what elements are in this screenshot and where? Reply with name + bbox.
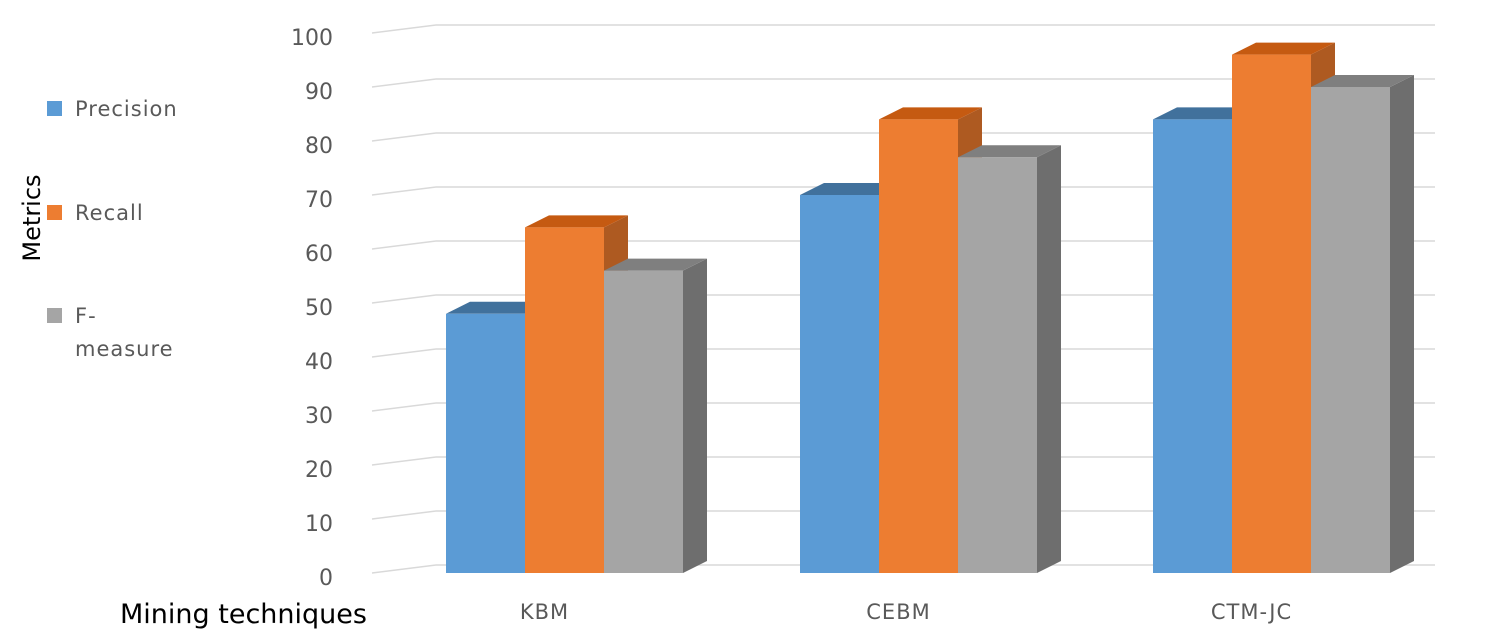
x-axis-title: Mining techniques (120, 599, 367, 630)
y-tick-label: 20 (305, 458, 333, 483)
gridline (371, 402, 1435, 412)
y-tick-label: 60 (305, 242, 333, 267)
bar-front (800, 195, 879, 573)
y-tick-label: 90 (305, 80, 333, 105)
gridline (371, 240, 1435, 250)
y-tick-label: 40 (305, 350, 333, 375)
legend: Precision Recall F-measure (47, 97, 178, 361)
y-axis-title: Metrics (18, 174, 46, 261)
y-tick-label: 30 (305, 404, 333, 429)
bar-top (525, 215, 628, 228)
gridline (371, 564, 1435, 574)
gridlines (371, 24, 1435, 574)
bar-front (525, 227, 604, 573)
gridline (371, 186, 1435, 196)
legend-label: Precision (75, 97, 178, 121)
y-tick-label: 50 (305, 296, 333, 321)
gridline (371, 510, 1435, 520)
legend-swatch (47, 101, 62, 116)
bar (604, 258, 707, 573)
bar-top (1311, 75, 1414, 87)
bar (1311, 75, 1414, 573)
x-category-label: KBM (520, 600, 569, 624)
legend-swatch (47, 308, 62, 323)
bar-front (1311, 87, 1390, 573)
y-tick-label: 0 (319, 566, 333, 591)
bar-top (1232, 42, 1335, 55)
bar-front (604, 270, 683, 573)
bar-front (879, 119, 958, 574)
y-tick-label: 10 (305, 512, 333, 537)
bar-top (958, 145, 1061, 158)
legend-label: Recall (75, 201, 144, 225)
bar-front (958, 157, 1037, 573)
x-category-label: CTM-JC (1211, 600, 1292, 624)
bar-top (446, 301, 549, 314)
x-category-label: CEBM (866, 600, 930, 624)
bar-top (879, 107, 982, 120)
bar-side (1390, 75, 1414, 573)
gridline (371, 132, 1435, 142)
y-tick-label: 100 (291, 26, 333, 51)
gridline (371, 456, 1435, 466)
bar-top (1153, 107, 1256, 120)
gridline (371, 78, 1435, 88)
y-axis-ticks: 0 10 20 30 40 50 60 70 80 90 100 (291, 26, 333, 591)
gridline (371, 294, 1435, 304)
bar-top (800, 183, 903, 195)
x-axis-categories: KBM CEBM CTM-JC (520, 600, 1292, 624)
gridline (371, 24, 1435, 34)
legend-label: F- (75, 304, 97, 328)
legend-swatch (47, 205, 62, 220)
y-tick-label: 70 (305, 188, 333, 213)
bar-front (446, 313, 525, 573)
bars (446, 42, 1414, 574)
bar-side (1037, 145, 1061, 573)
bar-side (683, 258, 707, 573)
legend-label: measure (75, 337, 174, 361)
bar-front (1153, 119, 1232, 574)
y-tick-label: 80 (305, 134, 333, 159)
gridline (371, 348, 1435, 358)
bar (958, 145, 1061, 573)
bar-top (604, 258, 707, 271)
bar-front (1232, 54, 1311, 574)
